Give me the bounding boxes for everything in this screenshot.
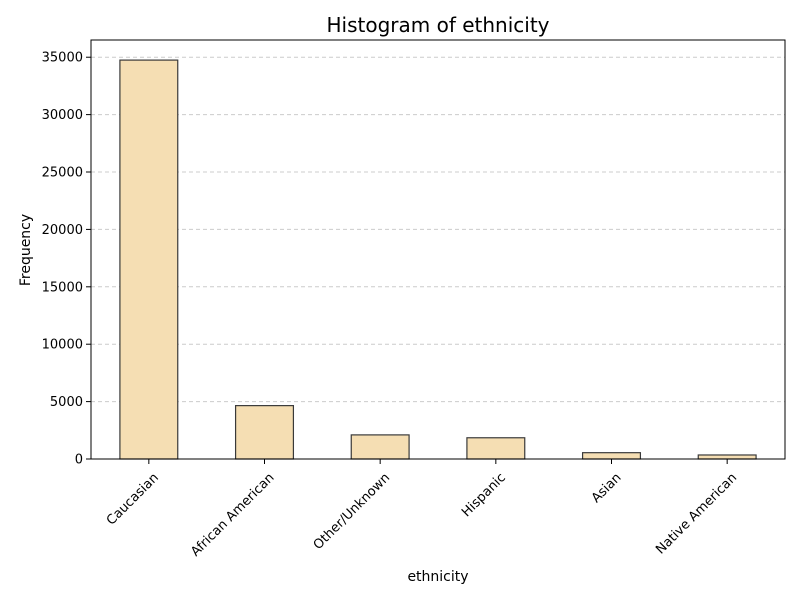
- y-tick-label: 30000: [42, 108, 83, 123]
- bar: [350, 434, 410, 460]
- x-tick-label: Caucasian: [104, 470, 162, 528]
- y-tick-label: 5000: [50, 395, 83, 410]
- chart-title: Histogram of ethnicity: [326, 13, 549, 37]
- x-tick-label: Hispanic: [459, 470, 509, 520]
- y-tick-label: 25000: [42, 166, 83, 181]
- bar: [234, 405, 295, 460]
- bar: [581, 452, 642, 460]
- y-tick-label: 0: [75, 453, 83, 468]
- x-tick-label: Other/Unknown: [311, 470, 393, 552]
- x-tick-label: Native American: [653, 470, 740, 557]
- y-tick-label: 35000: [42, 51, 83, 66]
- bars: [119, 59, 757, 460]
- y-axis-label: Frequency: [18, 214, 34, 286]
- plot-frame: [90, 39, 786, 460]
- x-axis-ticks: Caucasian African American Other/Unknown Hi…: [104, 459, 740, 560]
- gridlines: [91, 56, 785, 460]
- bar: [697, 454, 757, 460]
- bar: [119, 59, 179, 460]
- y-tick-label: 20000: [42, 223, 83, 238]
- y-tick-label: 10000: [42, 338, 83, 353]
- y-axis-ticks: 0 5000 10000 15000 20000 25000 30000 35000: [42, 51, 91, 468]
- x-axis-label: ethnicity: [407, 569, 468, 585]
- y-tick-label: 15000: [42, 280, 83, 295]
- bar: [466, 437, 526, 460]
- x-tick-label: Asian: [589, 470, 625, 506]
- x-tick-label: African American: [188, 470, 277, 559]
